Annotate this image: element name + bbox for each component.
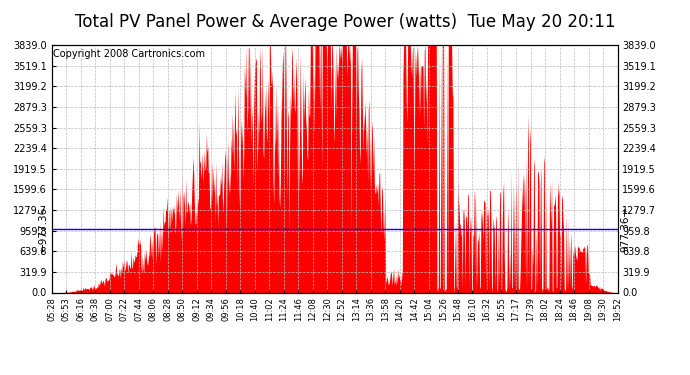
Text: ←977.36: ←977.36 [39, 207, 49, 252]
Text: 977.36→: 977.36→ [620, 207, 631, 252]
Text: Copyright 2008 Cartronics.com: Copyright 2008 Cartronics.com [53, 49, 205, 59]
Text: Total PV Panel Power & Average Power (watts)  Tue May 20 20:11: Total PV Panel Power & Average Power (wa… [75, 13, 615, 31]
